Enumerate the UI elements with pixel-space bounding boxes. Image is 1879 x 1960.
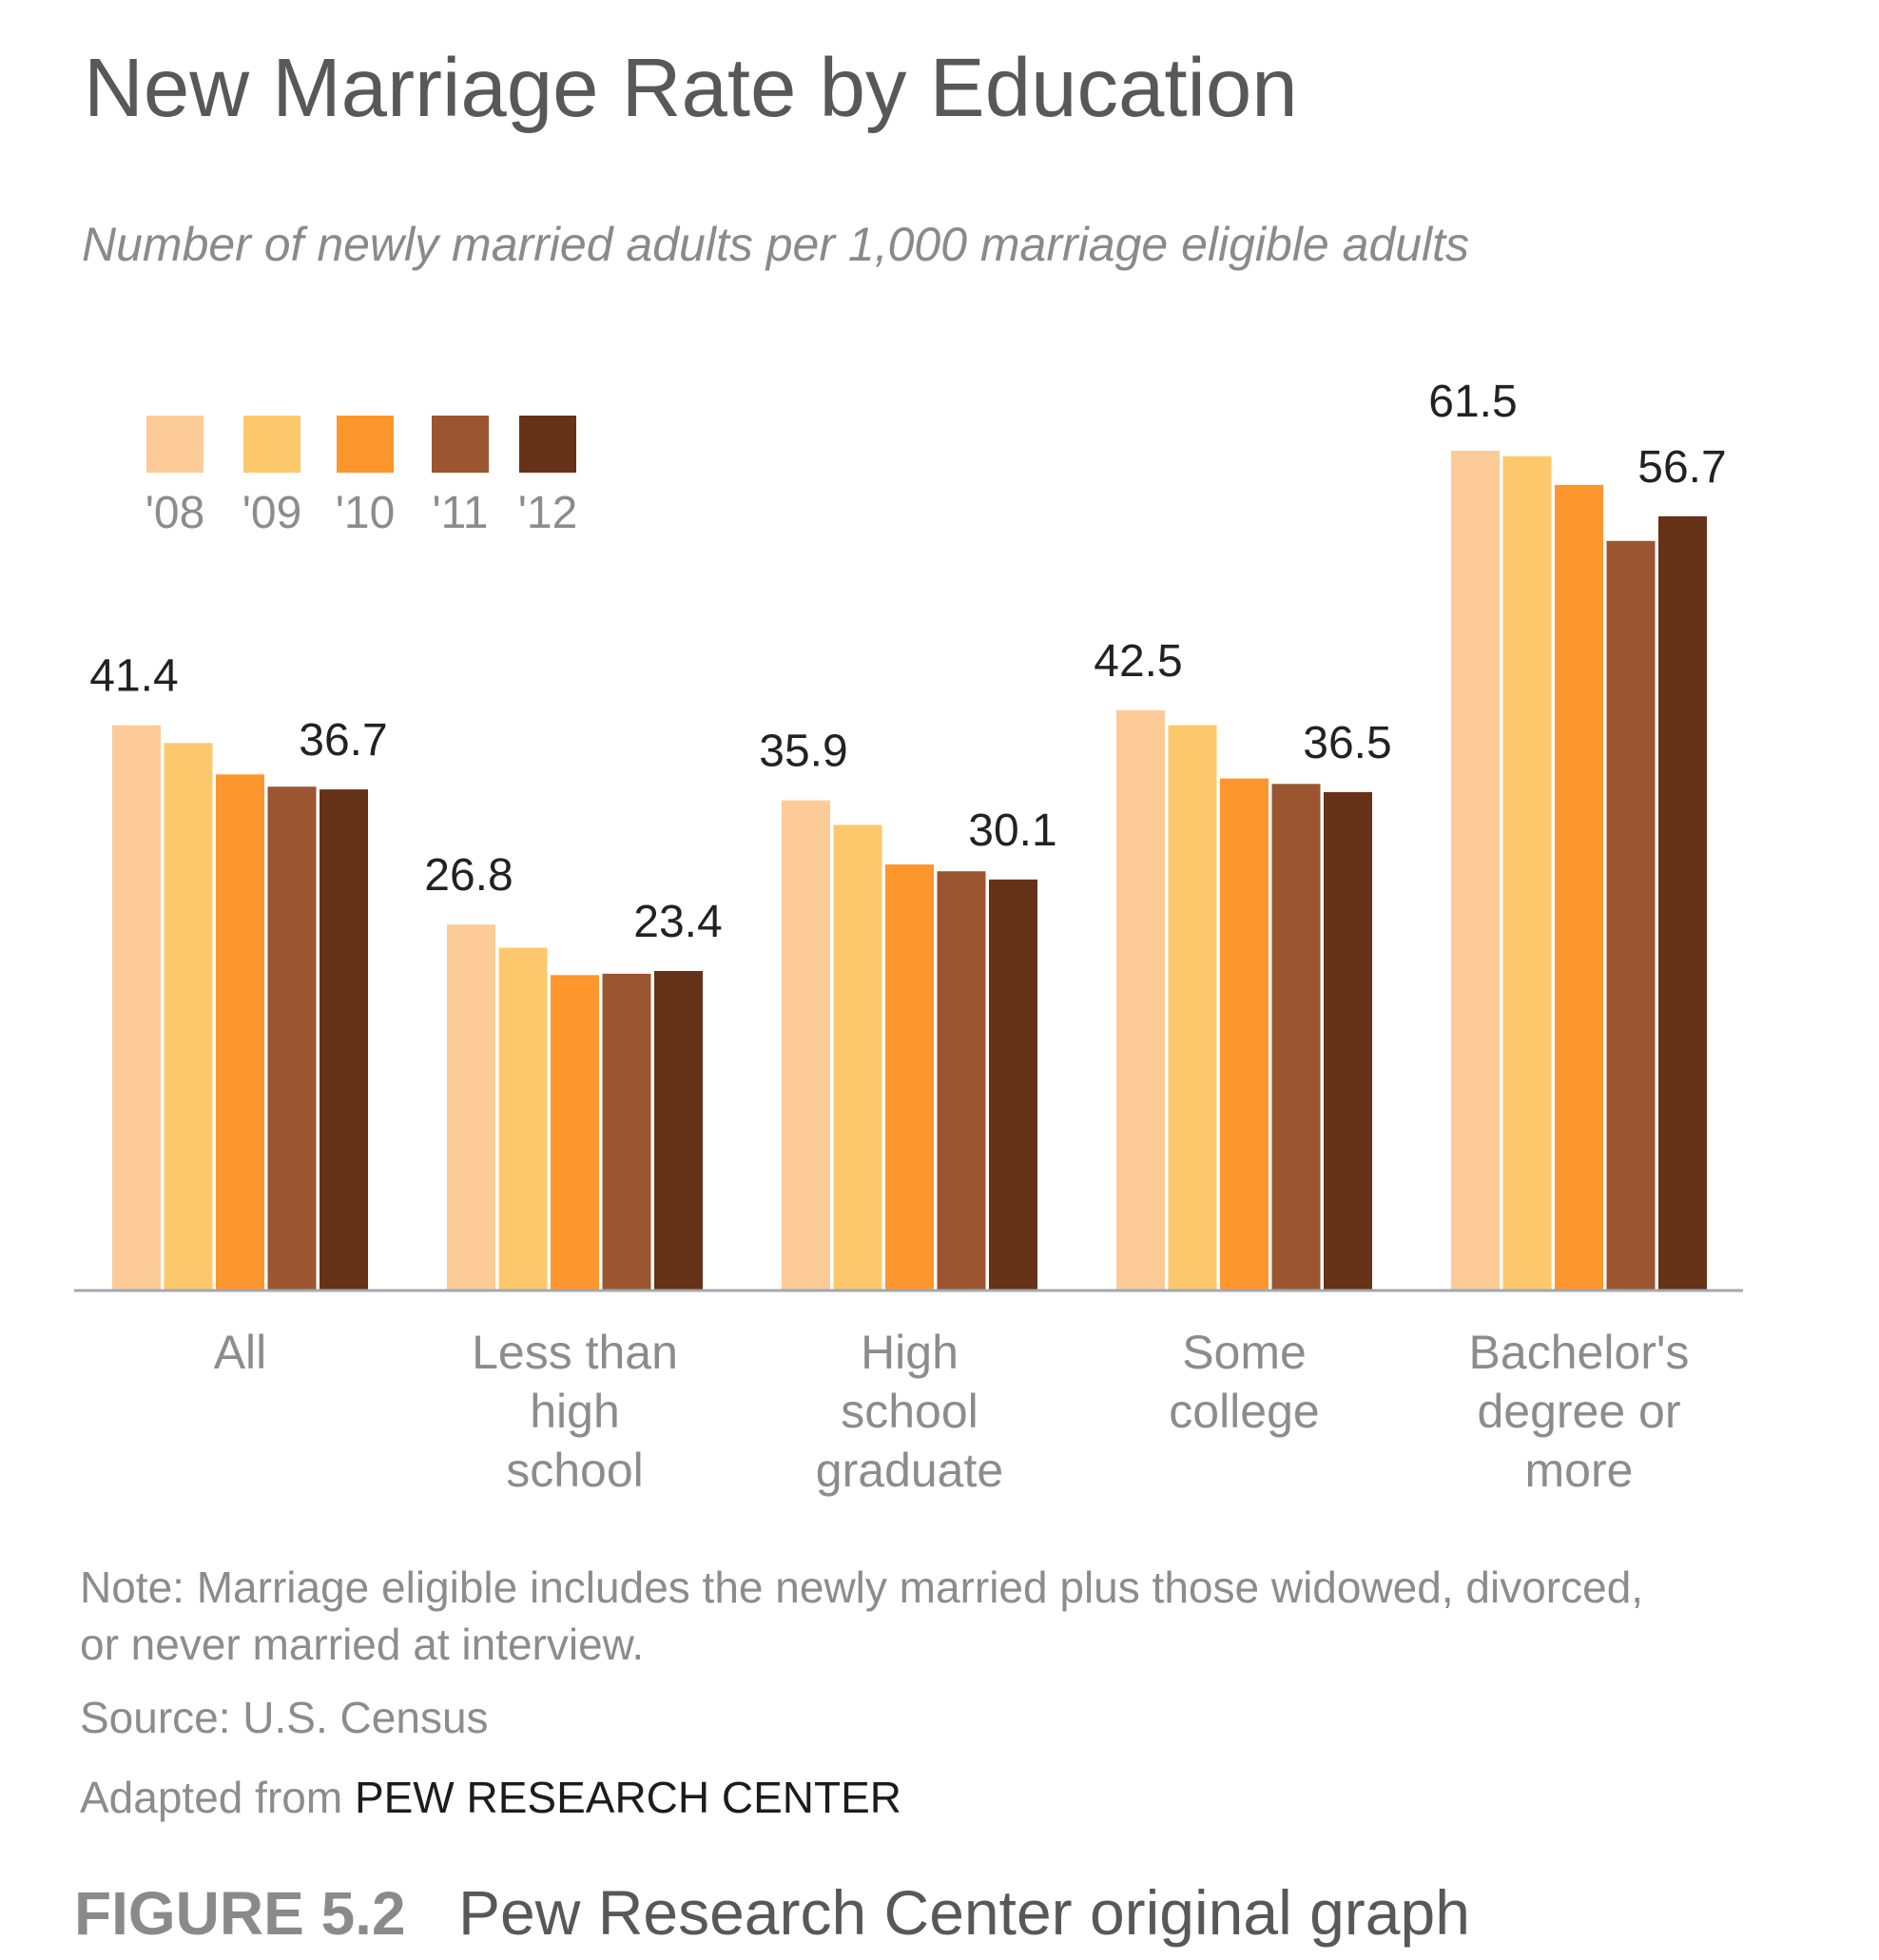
bar — [498, 947, 548, 1290]
bar — [112, 725, 161, 1290]
legend-swatch — [146, 416, 203, 473]
category-label-line: Some — [1182, 1326, 1307, 1379]
category-label: Bachelor's degree or more — [1469, 1326, 1690, 1497]
category-label-line: more — [1525, 1444, 1634, 1497]
credit-prefix: Adapted from — [80, 1773, 355, 1822]
category-label-line: Bachelor's — [1469, 1326, 1690, 1379]
credit-organization: PEW RESEARCH CENTER — [355, 1773, 901, 1822]
legend-label: '11 — [433, 488, 489, 538]
bar — [654, 971, 703, 1290]
category-label-line: college — [1169, 1385, 1319, 1438]
bar — [216, 774, 264, 1290]
legend-swatch — [337, 416, 394, 473]
bar — [1168, 725, 1217, 1290]
legend-label: '10 — [336, 488, 396, 538]
bar — [1271, 784, 1321, 1290]
category-label-line: Less than — [472, 1326, 678, 1379]
category-label-line: graduate — [816, 1444, 1003, 1497]
bar — [1658, 515, 1707, 1290]
note-line-1: Note: Marriage eligible includes the new… — [80, 1562, 1643, 1612]
legend-label: '09 — [242, 488, 302, 538]
category-label: All — [214, 1326, 267, 1379]
data-label: 35.9 — [759, 727, 847, 777]
bar — [833, 825, 882, 1290]
category-label-line: All — [214, 1326, 267, 1379]
data-label: 61.5 — [1428, 377, 1517, 427]
category-label-line: school — [506, 1444, 644, 1497]
data-label: 26.8 — [424, 850, 513, 901]
bar — [989, 879, 1037, 1290]
bar — [1555, 484, 1603, 1290]
bar — [267, 786, 317, 1290]
bar — [885, 864, 934, 1290]
data-label: 30.1 — [968, 805, 1056, 856]
legend-swatch — [519, 416, 576, 473]
chart-title: New Marriage Rate by Education — [84, 42, 1298, 134]
data-label: 36.7 — [299, 715, 387, 766]
bar — [782, 800, 830, 1290]
chart-subtitle: Number of newly married adults per 1,000… — [82, 218, 1469, 271]
data-label: 41.4 — [89, 651, 178, 702]
credit-line: Adapted from PEW RESEARCH CENTER — [80, 1773, 901, 1822]
legend-swatch — [243, 416, 300, 473]
note-line-2: or never married at interview. — [80, 1620, 644, 1669]
figure-label: FIGURE 5.2 — [74, 1879, 406, 1948]
category-label-line: school — [841, 1385, 978, 1438]
category-label-line: High — [861, 1326, 959, 1379]
legend-label: '12 — [518, 488, 578, 538]
bar — [1220, 778, 1269, 1290]
bar — [1606, 540, 1656, 1290]
category-label: High school graduate — [816, 1326, 1003, 1497]
category-label: Less than high school — [472, 1326, 678, 1497]
figure-caption: Pew Research Center original graph — [458, 1877, 1470, 1948]
bar — [164, 743, 213, 1290]
bar — [1502, 456, 1552, 1290]
bar — [320, 789, 368, 1290]
data-labels: 41.4 36.7 26.8 23.4 35.9 30.1 42.5 36.5 61.5 56.7 — [89, 377, 1726, 947]
bar-group — [112, 451, 1707, 1290]
bar — [1324, 791, 1372, 1290]
source-note: Source: U.S. Census — [80, 1693, 489, 1742]
category-label: Some college — [1169, 1326, 1319, 1438]
bar — [551, 975, 599, 1290]
data-label: 23.4 — [633, 897, 722, 947]
bar — [937, 871, 986, 1290]
bar — [602, 973, 651, 1290]
data-label: 36.5 — [1303, 718, 1391, 768]
data-label: 56.7 — [1637, 442, 1726, 493]
legend: '08 '09 '10 '11 '12 — [145, 416, 578, 538]
category-label-line: high — [530, 1385, 620, 1438]
legend-swatch — [432, 416, 489, 473]
data-label: 42.5 — [1094, 636, 1182, 687]
bar — [1116, 709, 1165, 1290]
bar — [1451, 451, 1500, 1290]
category-labels: All Less than high school High school graduate… — [214, 1326, 1690, 1497]
category-label-line: degree or — [1477, 1385, 1680, 1438]
legend-label: '08 — [145, 488, 205, 538]
bar — [447, 924, 495, 1290]
